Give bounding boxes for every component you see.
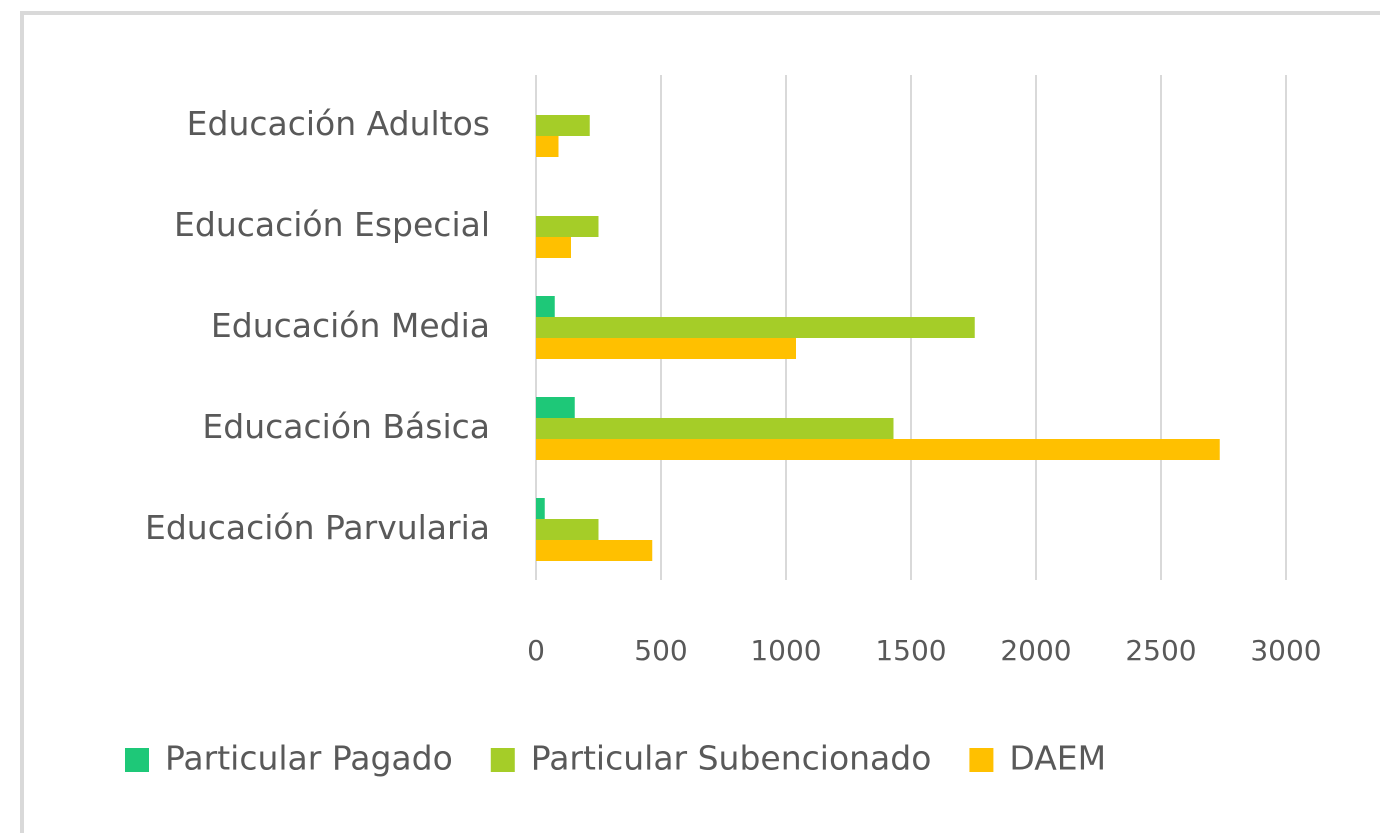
- y-tick-label: Educación Media: [211, 306, 490, 345]
- y-tick-label: Educación Parvularia: [145, 508, 490, 547]
- bar: [536, 237, 571, 258]
- y-tick-label: Educación Especial: [174, 205, 490, 244]
- legend-swatch: [969, 748, 994, 772]
- legend-swatch: [490, 748, 515, 772]
- bar: [536, 317, 975, 338]
- x-tick-label: 2000: [1000, 634, 1071, 667]
- legend-swatch: [125, 748, 149, 772]
- legend-label: DAEM: [1009, 739, 1106, 778]
- y-tick-label: Educación Adultos: [187, 104, 490, 143]
- bar: [536, 115, 590, 136]
- bar: [536, 519, 599, 540]
- y-tick-label: Educación Básica: [202, 407, 490, 446]
- legend-label: Particular Subencionado: [531, 739, 932, 778]
- legend-label: Particular Pagado: [165, 739, 453, 778]
- bar: [536, 136, 559, 157]
- bar: [536, 338, 796, 359]
- bar: [536, 296, 555, 317]
- bar: [536, 540, 653, 561]
- bar: [536, 439, 1220, 460]
- bar: [536, 498, 545, 519]
- bar: [536, 216, 599, 237]
- x-tick-label: 0: [527, 634, 545, 667]
- bar: [536, 418, 894, 439]
- x-tick-label: 3000: [1250, 634, 1321, 667]
- x-tick-label: 1000: [750, 634, 821, 667]
- x-tick-label: 500: [634, 634, 687, 667]
- x-tick-label: 2500: [1125, 634, 1196, 667]
- bar: [536, 397, 575, 418]
- chart-frame: [20, 11, 1380, 833]
- x-tick-label: 1500: [875, 634, 946, 667]
